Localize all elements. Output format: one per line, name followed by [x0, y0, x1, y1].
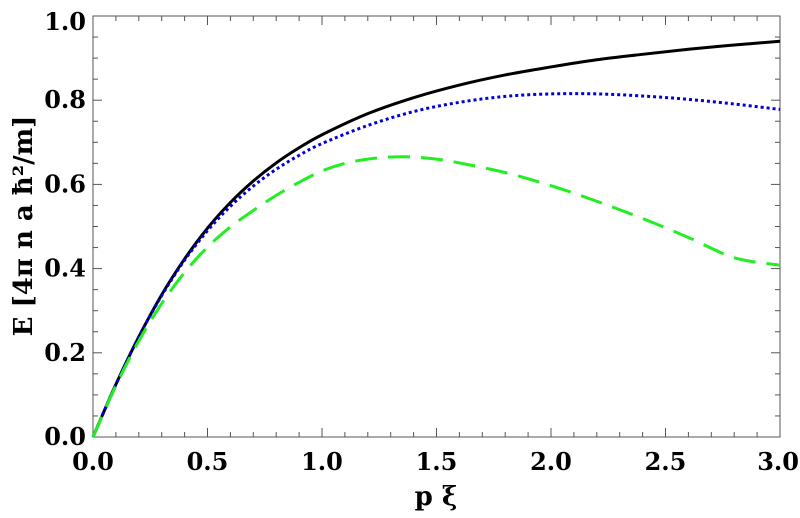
x-tick-label: 3.0: [757, 447, 799, 476]
series-line-dotted: [91, 92, 781, 438]
series-layer: [91, 39, 781, 438]
y-tick-label: 0.0: [44, 422, 86, 451]
x-axis-label: p ξ: [415, 482, 458, 512]
y-tick-label: 0.2: [44, 338, 86, 367]
tick-marks: [92, 15, 781, 438]
y-tick-label: 0.6: [44, 169, 86, 198]
y-tick-label: 0.8: [44, 85, 86, 114]
x-tick-label: 0.5: [187, 447, 229, 476]
x-tick-label: 2.5: [645, 447, 687, 476]
y-tick-label: 0.4: [44, 254, 86, 283]
x-tick-label: 2.0: [530, 447, 572, 476]
x-tick-label: 0.0: [72, 447, 114, 476]
x-tick-labels: 0.0 0.5 1.0 1.5 2.0 2.5 3.0: [72, 447, 799, 476]
y-tick-labels: 0.0 0.2 0.4 0.6 0.8 1.0: [44, 7, 86, 451]
series-line-solid: [91, 39, 781, 438]
plot-frame: [92, 15, 781, 438]
x-tick-label: 1.5: [416, 447, 458, 476]
y-tick-label: 1.0: [44, 7, 86, 36]
y-axis-label: E [4π n a ħ²/m]: [9, 116, 39, 337]
series-line-dashed: [91, 155, 781, 438]
x-tick-label: 1.0: [301, 447, 343, 476]
